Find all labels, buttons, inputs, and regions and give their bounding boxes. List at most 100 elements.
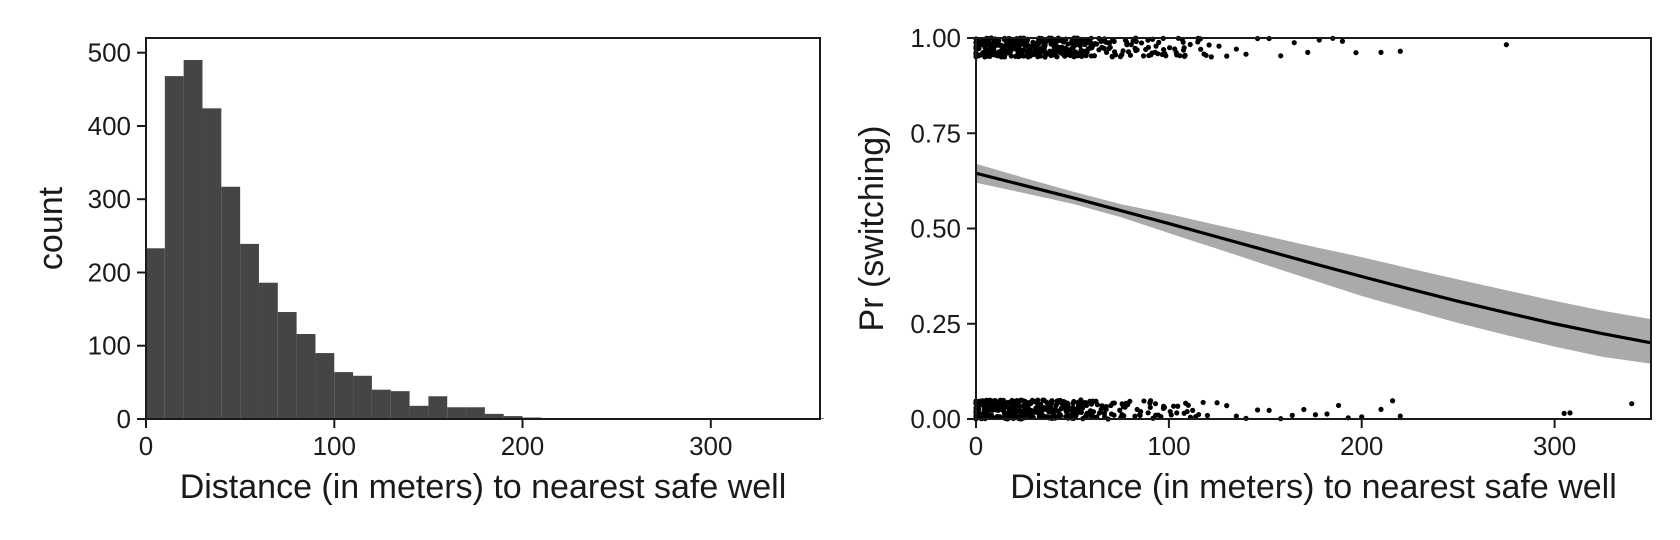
data-point: [1171, 403, 1177, 409]
data-point: [1025, 404, 1031, 410]
data-point: [1195, 39, 1201, 45]
data-point: [1070, 409, 1076, 415]
data-point: [999, 403, 1005, 409]
x-tick-0: 0: [969, 419, 983, 461]
histogram-bar: [202, 108, 222, 419]
data-point: [1084, 411, 1090, 417]
y-tick-0.75: 0.75: [910, 118, 976, 148]
data-point: [1339, 38, 1346, 44]
data-point: [1037, 406, 1043, 412]
histogram-bar: [371, 389, 391, 419]
data-point: [1027, 50, 1033, 56]
x-tick-label: 200: [1340, 431, 1383, 461]
data-point: [1141, 398, 1147, 404]
data-point: [1233, 46, 1239, 52]
x-tick-300: 300: [1533, 419, 1576, 461]
data-point: [1087, 398, 1093, 404]
y-tick-0.00: 0.00: [910, 404, 976, 434]
data-point: [1324, 411, 1330, 417]
data-point: [1138, 40, 1145, 46]
y-tick-0: 0: [117, 404, 146, 434]
data-point: [994, 52, 1000, 58]
data-point: [1161, 46, 1167, 53]
histogram-bar: [428, 396, 448, 419]
data-point: [1057, 37, 1063, 43]
data-point: [1065, 41, 1071, 47]
data-point: [1278, 53, 1284, 59]
data-point: [1032, 43, 1038, 50]
x-tick-300: 300: [689, 419, 732, 461]
data-point: [1301, 406, 1307, 413]
histogram-bar: [353, 375, 372, 419]
logistic-y-ticks: 0.00 0.25 0.50 0.75 1.00: [910, 23, 976, 434]
data-point: [1049, 50, 1055, 56]
histogram-y-ticks: 0 100 200 300 400 500: [88, 38, 146, 434]
data-point: [990, 407, 996, 413]
histogram-bar: [146, 248, 165, 419]
data-point: [1152, 49, 1158, 55]
y-tick-label: 1.00: [910, 23, 961, 53]
data-point: [1177, 53, 1183, 59]
data-point: [1108, 402, 1114, 409]
data-point: [1102, 39, 1109, 45]
data-point: [1090, 409, 1097, 415]
histogram-bar: [258, 282, 278, 419]
histogram-bar: [390, 391, 410, 419]
data-point: [1243, 51, 1249, 57]
data-point: [1204, 412, 1211, 419]
data-point: [1216, 43, 1222, 49]
data-point: [982, 54, 988, 60]
histogram-bar: [277, 312, 297, 419]
data-point: [1214, 400, 1220, 406]
x-tick-0: 0: [139, 419, 153, 461]
y-tick-label: 0.25: [910, 309, 961, 339]
x-tick-label: 200: [501, 431, 544, 461]
histogram-bar: [503, 416, 523, 419]
fit-line: [975, 171, 1652, 345]
data-point: [1163, 53, 1169, 59]
data-point: [1070, 53, 1076, 59]
data-point: [1101, 410, 1107, 416]
data-point: [1083, 402, 1090, 408]
y-tick-500: 500: [88, 38, 146, 68]
data-point: [1397, 413, 1403, 419]
data-point: [1208, 54, 1214, 60]
y-tick-label: 0.50: [910, 214, 961, 244]
data-point: [1021, 53, 1027, 59]
data-point: [1184, 409, 1190, 415]
data-point: [1182, 52, 1188, 58]
data-point: [1174, 410, 1180, 416]
data-point: [1094, 402, 1100, 408]
data-point: [1029, 397, 1035, 403]
data-point: [1161, 404, 1168, 410]
data-point: [980, 50, 986, 56]
histogram-y-axis-title: count: [32, 186, 70, 270]
data-point: [1022, 401, 1028, 407]
data-point: [991, 46, 997, 53]
histogram-bar: [240, 243, 259, 419]
data-point: [1006, 405, 1012, 411]
data-point: [1503, 42, 1509, 48]
data-point: [1111, 412, 1117, 418]
y-tick-1.00: 1.00: [910, 23, 976, 53]
data-point: [1084, 38, 1090, 44]
data-point: [976, 406, 982, 412]
data-point: [1111, 38, 1117, 44]
logistic-plot-frame: [975, 37, 1652, 420]
data-point: [1155, 412, 1161, 418]
histogram-bar: [409, 405, 429, 419]
data-point: [1201, 51, 1207, 57]
data-point: [1153, 43, 1159, 49]
data-point: [1053, 403, 1059, 409]
x-tick-label: 300: [1533, 431, 1576, 461]
data-point: [1567, 410, 1573, 416]
data-point: [1064, 400, 1071, 406]
data-point: [1070, 400, 1076, 406]
data-point: [1103, 404, 1109, 410]
data-point: [1061, 51, 1067, 57]
data-point: [1167, 408, 1173, 415]
histogram-panel: 0 100 200 300 0 100: [32, 37, 824, 506]
data-point: [1094, 41, 1100, 47]
data-point: [1054, 408, 1060, 414]
